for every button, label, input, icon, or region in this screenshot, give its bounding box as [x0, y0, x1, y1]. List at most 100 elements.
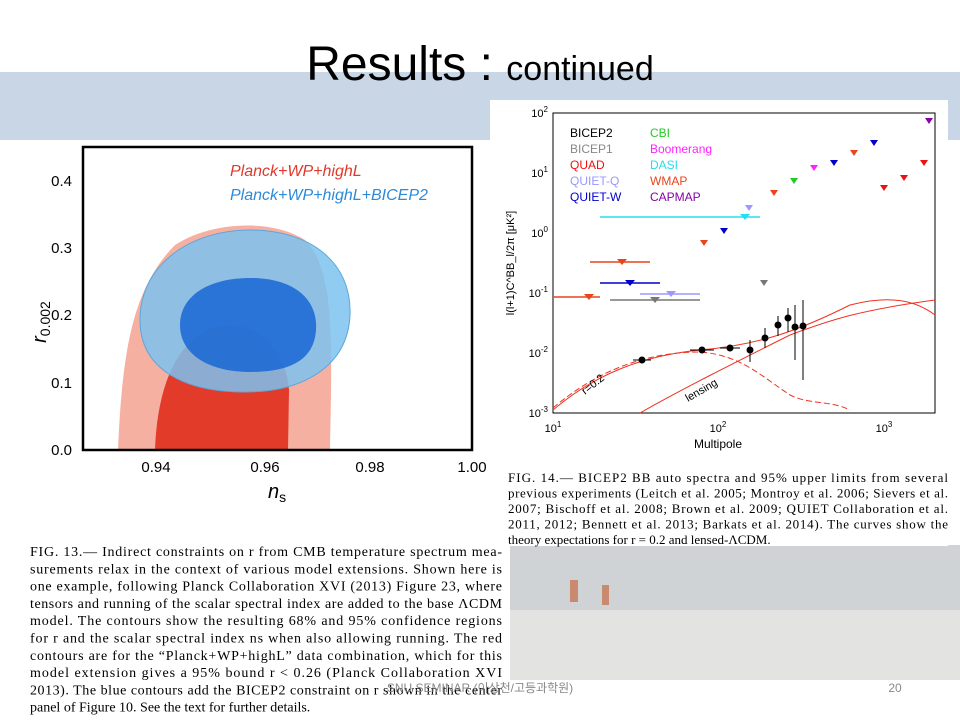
x-tick-label: 0.96: [250, 459, 279, 476]
limit-marker: [920, 160, 928, 166]
legend-entry: DASI: [650, 158, 678, 172]
caption-line: previous experiments (Leitch et al. 2005…: [508, 486, 948, 501]
y-axis-label: l(l+1)C^BB_l/2π [μK²]: [505, 211, 517, 315]
limit-marker: [925, 118, 933, 124]
caption-line: contours are for the “Planck+WP+highL” d…: [30, 649, 502, 664]
limit-marker: [720, 228, 728, 234]
legend-entry: CAPMAP: [650, 190, 701, 204]
limit-marker: [760, 280, 768, 286]
caption-line: FIG. 13.— Indirect constraints on r from…: [30, 545, 502, 560]
tick-exp: -3: [541, 405, 549, 414]
y-tick-label: 0.1: [51, 375, 72, 392]
legend-entry: WMAP: [650, 174, 687, 188]
y-label-sub: 0.002: [37, 301, 53, 336]
y-tick-label: 100: [531, 225, 548, 240]
tick-base: 10: [876, 423, 888, 435]
y-tick-label: 0.3: [51, 240, 72, 257]
x-tick-label: 101: [545, 420, 562, 435]
limit-marker: [584, 294, 594, 300]
tick-base: 10: [531, 228, 543, 240]
y-label-main: r: [29, 335, 51, 343]
limit-marker: [745, 205, 753, 211]
photo-figure: [602, 585, 609, 605]
right-figure: r=0.2 lensing BICEP2 BICEP1 QUAD QUIET-Q…: [490, 100, 948, 546]
photo-figure: [570, 580, 578, 602]
caption-line: 2011, 2012; Bennett et al. 2013; Barkats…: [508, 517, 948, 532]
plot-frame: [552, 112, 936, 414]
tick-base: 10: [710, 423, 722, 435]
tick-base: 10: [531, 108, 543, 120]
lensing-curve-2: [639, 299, 936, 414]
caption-line: one example, following Planck Collaborat…: [30, 580, 502, 595]
left-figure: Planck+WP+highL Planck+WP+highL+BICEP2 0…: [28, 140, 490, 505]
x-tick-label: 0.94: [141, 459, 170, 476]
limit-marker: [850, 150, 858, 156]
caption-line: FIG. 14.— BICEP2 BB auto spectra and 95%…: [508, 470, 948, 485]
tick-exp: -2: [541, 345, 549, 354]
tick-base: 10: [531, 168, 543, 180]
y-tick-label: 0.2: [51, 307, 72, 324]
blue-68-contour: [180, 278, 317, 372]
legend-entry: QUIET-W: [570, 190, 622, 204]
footer-text: SNU SEMINAR (이상천/고등과학원): [387, 680, 573, 695]
x-tick-label: 103: [876, 420, 893, 435]
y-tick-label: 0.4: [51, 173, 72, 190]
caption-line: model extension gives a 95% bound r < 0.…: [30, 666, 502, 681]
limit-marker: [617, 259, 627, 265]
caption-14: FIG. 14.— BICEP2 BB auto spectra and 95%…: [508, 470, 948, 547]
x-tick-label: 0.98: [355, 459, 384, 476]
limit-marker: [830, 160, 838, 166]
limit-marker: [740, 214, 750, 220]
caption-line: 2007; Bischoff et al. 2008; Brown et al.…: [508, 501, 948, 516]
legend-entry: BICEP2: [570, 126, 613, 140]
y-tick-label: 101: [531, 165, 548, 180]
tick-exp: 0: [544, 225, 549, 234]
caption-line: panel of Figure 10. See the text for fur…: [30, 701, 310, 716]
tick-exp: 2: [722, 420, 727, 429]
caption-13: FIG. 13.— Indirect constraints on r from…: [30, 545, 503, 716]
tick-exp: 1: [544, 165, 549, 174]
tick-base: 10: [529, 288, 541, 300]
limit-marker: [650, 297, 660, 303]
x-axis-label: Multipole: [694, 437, 742, 451]
limit-marker: [880, 185, 888, 191]
limit-marker: [770, 190, 778, 196]
caption-line: for r and the scalar spectral index ns w…: [30, 632, 502, 647]
legend-entry: CBI: [650, 126, 670, 140]
y-tick-label: 102: [531, 105, 548, 120]
limit-marker: [625, 280, 635, 286]
y-tick-label: 10-1: [529, 285, 549, 300]
limit-marker: [666, 291, 676, 297]
y-tick-label: 10-2: [529, 345, 549, 360]
y-tick-label: 0.0: [51, 442, 72, 459]
x-label-sub: s: [279, 489, 286, 505]
y-axis-label: r0.002: [29, 301, 53, 343]
caption-line: theory expectations for r = 0.2 and lens…: [508, 532, 771, 547]
figure-bg: [490, 100, 948, 546]
x-tick-label: 1.00: [457, 459, 486, 476]
legend-entry: Planck+WP+highL: [230, 163, 362, 180]
caption-line: 2013). The blue contours add the BICEP2 …: [30, 683, 502, 698]
title-sub: continued: [506, 50, 653, 88]
limit-marker: [900, 175, 908, 181]
legend-entry: QUIET-Q: [570, 174, 619, 188]
upper-limit-points: [700, 118, 933, 286]
y-tick-label: 10-3: [529, 405, 549, 420]
page-number: 20: [888, 681, 902, 695]
x-tick-label: 102: [710, 420, 727, 435]
slide-title: Results : continued: [306, 38, 654, 91]
legend-entry: Planck+WP+highL+BICEP2: [230, 187, 428, 204]
r02-curve: [552, 351, 851, 411]
tick-exp: 2: [544, 105, 549, 114]
tick-base: 10: [529, 348, 541, 360]
limit-marker: [700, 240, 708, 246]
tick-exp: 1: [557, 420, 562, 429]
title-main: Results :: [306, 38, 506, 91]
legend-entry: Boomerang: [650, 142, 712, 156]
legend-entry: BICEP1: [570, 142, 613, 156]
caption-line: tensors and running of the scalar spectr…: [30, 597, 503, 612]
plot-frame: [81, 145, 474, 452]
tick-base: 10: [529, 408, 541, 420]
limit-marker: [810, 165, 818, 171]
